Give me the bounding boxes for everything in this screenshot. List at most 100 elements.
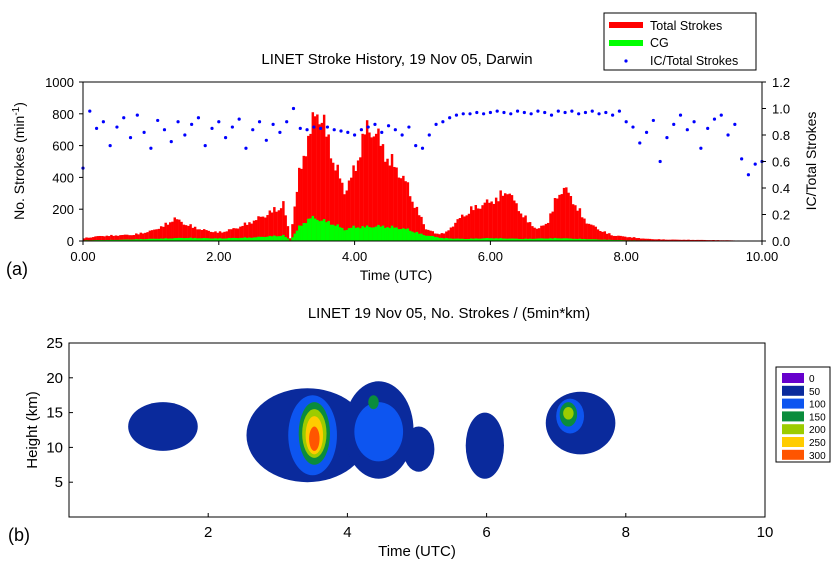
- panel-a-y-axis-label-close: ): [11, 102, 27, 107]
- total-strokes-bar: [112, 235, 115, 241]
- cg-bar: [413, 232, 416, 241]
- total-strokes-bar: [202, 229, 206, 241]
- cg-bar: [361, 226, 364, 241]
- total-strokes-bar: [675, 239, 679, 241]
- cg-bar: [268, 235, 272, 241]
- cg-bar: [200, 238, 204, 241]
- total-strokes-bar: [519, 213, 523, 241]
- total-strokes-bar: [542, 225, 545, 241]
- panel-b-plot-frame: [68, 342, 766, 518]
- total-strokes-bar: [116, 235, 120, 241]
- cg-bar: [132, 239, 136, 241]
- total-strokes-bar: [232, 228, 235, 241]
- cg-bar: [567, 238, 570, 241]
- total-strokes-bar: [535, 228, 539, 241]
- total-strokes-bar: [442, 233, 446, 241]
- ic-ratio-point: [128, 136, 133, 140]
- total-strokes-bar: [393, 166, 396, 241]
- cg-bar: [166, 238, 170, 241]
- total-strokes-bar: [365, 120, 369, 241]
- total-strokes-bar: [316, 114, 319, 241]
- total-strokes-bar: [510, 195, 514, 241]
- cg-bar: [144, 239, 147, 241]
- cg-bar: [576, 238, 579, 241]
- cg-bar: [139, 239, 143, 241]
- cg-bar: [331, 224, 335, 241]
- total-strokes-bar: [200, 230, 204, 241]
- total-strokes-bar: [470, 206, 473, 241]
- total-strokes-bar: [175, 219, 179, 241]
- cg-bar: [553, 237, 557, 241]
- total-strokes-bar: [653, 239, 656, 241]
- cg-bar: [207, 238, 210, 241]
- total-strokes-bar: [334, 170, 337, 241]
- total-strokes-bar: [678, 239, 681, 241]
- total-strokes-bar: [218, 231, 222, 241]
- total-strokes-bar: [698, 239, 702, 241]
- total-strokes-bar: [184, 225, 188, 241]
- total-strokes-bar: [110, 234, 113, 241]
- ic-ratio-point: [468, 112, 472, 116]
- total-strokes-bar: [341, 182, 344, 241]
- total-strokes-bar: [207, 230, 210, 241]
- total-strokes-bar: [567, 192, 570, 241]
- total-strokes-bar: [384, 161, 387, 241]
- ic-ratio-point: [685, 128, 689, 132]
- cg-bar: [526, 238, 530, 241]
- total-strokes-bar: [155, 229, 158, 241]
- cg-bar: [440, 237, 444, 241]
- total-strokes-bar: [291, 224, 294, 241]
- cg-bar: [365, 225, 369, 241]
- total-strokes-bar: [144, 232, 147, 241]
- cg-bar: [470, 238, 473, 241]
- total-strokes-bar: [571, 204, 575, 241]
- total-strokes-bar: [503, 193, 507, 241]
- total-strokes-bar: [87, 237, 90, 241]
- total-strokes-bar: [594, 226, 597, 241]
- total-strokes-bar: [264, 217, 267, 241]
- cg-bar: [216, 238, 219, 241]
- cg-bar: [295, 230, 299, 241]
- total-strokes-bar: [250, 223, 253, 241]
- ic-ratio-point: [393, 128, 397, 132]
- cg-bar: [214, 238, 217, 241]
- cg-bar: [510, 238, 514, 241]
- x-tick-label: 8: [622, 524, 630, 541]
- total-strokes-bar: [673, 239, 677, 241]
- ic-ratio-point: [414, 144, 418, 148]
- cg-bar: [232, 237, 235, 241]
- cg-bar: [562, 238, 566, 241]
- cg-bar: [316, 219, 319, 241]
- cg-bar: [218, 238, 222, 241]
- total-strokes-bar: [422, 224, 425, 241]
- total-strokes-bar: [331, 162, 335, 241]
- panel-b-x-axis: 2 4 6 8 10: [204, 513, 773, 541]
- total-strokes-bar: [273, 207, 276, 241]
- legend-swatch-cg: [609, 40, 643, 46]
- total-strokes-bar: [293, 206, 296, 241]
- ic-ratio-point: [665, 136, 669, 140]
- total-strokes-bar: [397, 177, 401, 241]
- ic-ratio-point: [305, 128, 309, 132]
- cg-bar: [345, 229, 349, 241]
- total-strokes-bar: [467, 213, 471, 241]
- total-strokes-bar: [700, 239, 704, 241]
- ic-ratio-point: [400, 133, 404, 137]
- total-strokes-bar: [662, 239, 665, 241]
- x-tick-label: 6.00: [478, 249, 503, 264]
- total-strokes-bar: [601, 231, 604, 241]
- total-strokes-bar: [286, 226, 290, 241]
- cg-bar: [193, 237, 197, 241]
- total-strokes-bar: [415, 206, 419, 241]
- ic-ratio-point: [746, 173, 751, 177]
- ic-ratio-point: [169, 140, 173, 144]
- total-strokes-bar: [386, 158, 389, 241]
- ic-ratio-point: [515, 109, 520, 113]
- cg-bar: [474, 238, 478, 241]
- cg-bar: [313, 218, 317, 241]
- total-strokes-bar: [454, 222, 457, 241]
- total-strokes-bar: [449, 227, 453, 241]
- total-strokes-bar: [322, 114, 326, 241]
- total-strokes-bar: [245, 224, 249, 241]
- ic-ratio-point: [407, 125, 411, 129]
